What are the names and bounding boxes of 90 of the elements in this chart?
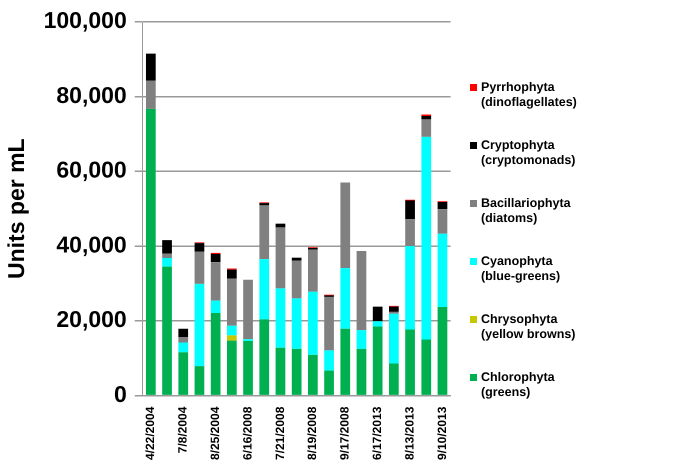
x-tick-label: 7/21/2008: [272, 406, 287, 460]
bar: [340, 182, 350, 268]
y-axis-title: Units per mL: [3, 138, 30, 279]
bar: [308, 292, 318, 355]
legend-label: Pyrrhophyta (dinoflagellates): [481, 80, 578, 110]
x-tick-label: 4/22/2004: [143, 406, 158, 460]
bar: [276, 348, 286, 395]
bar: [178, 352, 188, 395]
bar: [438, 307, 448, 395]
bar: [194, 252, 204, 284]
y-tick-label: 0: [114, 380, 127, 407]
x-tick-label: 8/19/2008: [305, 406, 320, 460]
bar: [356, 250, 366, 330]
bar: [276, 288, 286, 348]
legend-label: Cyanophyta (blue-greens): [481, 254, 562, 284]
bar: [210, 300, 221, 313]
bar: [178, 337, 188, 343]
x-tick-label: 9/10/2013: [434, 406, 449, 460]
bar: [405, 200, 415, 220]
bar: [438, 209, 448, 234]
bar: [178, 328, 188, 338]
y-tick-label: 40,000: [56, 231, 127, 258]
bar: [146, 54, 156, 80]
bar: [421, 119, 432, 137]
bar: [226, 335, 237, 341]
bar: [292, 260, 302, 298]
bar: [210, 313, 221, 395]
bar: [405, 329, 415, 395]
bar: [324, 350, 334, 371]
y-tick-label: 20,000: [56, 306, 127, 332]
bar: [372, 321, 383, 326]
bar: [372, 306, 383, 322]
bar: [340, 328, 350, 395]
y-tick-label: 100,000: [44, 7, 127, 34]
bar: [324, 296, 334, 350]
bar: [421, 136, 432, 340]
bar: [210, 262, 221, 301]
bar: [226, 270, 237, 279]
bar: [243, 280, 253, 340]
legend-label: Chlorophyta (greens): [481, 370, 556, 400]
bar: [421, 340, 432, 395]
bar: [259, 319, 270, 395]
bar: [356, 348, 366, 395]
bar: [226, 340, 237, 395]
bar: [356, 330, 366, 349]
bar: [292, 348, 302, 395]
bar: [162, 254, 172, 258]
legend-label: Cryptophyta (cryptomonads): [481, 138, 576, 168]
bar: [389, 363, 399, 395]
bar: [372, 326, 383, 395]
bar: [340, 268, 350, 329]
bar: [194, 243, 204, 252]
bar: [259, 259, 270, 320]
bar: [405, 246, 415, 330]
x-tick-label: 7/8/2004: [176, 406, 190, 454]
x-tick-label: 8/13/2013: [402, 406, 416, 460]
y-tick-label: 80,000: [56, 82, 127, 108]
bar: [259, 205, 270, 260]
bar: [194, 366, 204, 395]
y-tick-label: 60,000: [56, 156, 127, 183]
bar: [226, 326, 237, 336]
bar: [308, 249, 318, 292]
bar: [438, 202, 448, 210]
bar: [276, 227, 286, 288]
x-tick-label: 6/17/2013: [370, 406, 384, 460]
bar: [162, 266, 172, 395]
bar: [194, 284, 204, 366]
bar: [292, 298, 302, 349]
x-tick-label: 8/25/2004: [208, 406, 222, 460]
bar: [243, 341, 253, 395]
bar: [146, 108, 156, 395]
bar: [324, 370, 334, 395]
bar: [210, 254, 221, 262]
bar: [308, 354, 318, 395]
bar: [292, 258, 302, 261]
bar: [405, 219, 415, 246]
bar: [226, 278, 237, 326]
bar: [389, 314, 399, 364]
legend-label: Bacillariophyta (diatoms): [481, 196, 572, 226]
bar: [162, 258, 172, 267]
bar: [389, 306, 399, 312]
x-tick-label: 9/17/2008: [338, 406, 352, 460]
bar: [162, 240, 172, 254]
legend-label: Chrysophyta (yellow browns): [481, 312, 576, 342]
bar: [178, 342, 188, 352]
bar: [421, 116, 432, 120]
x-tick-label: 6/16/2008: [240, 406, 254, 460]
bar: [146, 80, 156, 109]
bar: [438, 234, 448, 308]
bar: [276, 224, 286, 228]
